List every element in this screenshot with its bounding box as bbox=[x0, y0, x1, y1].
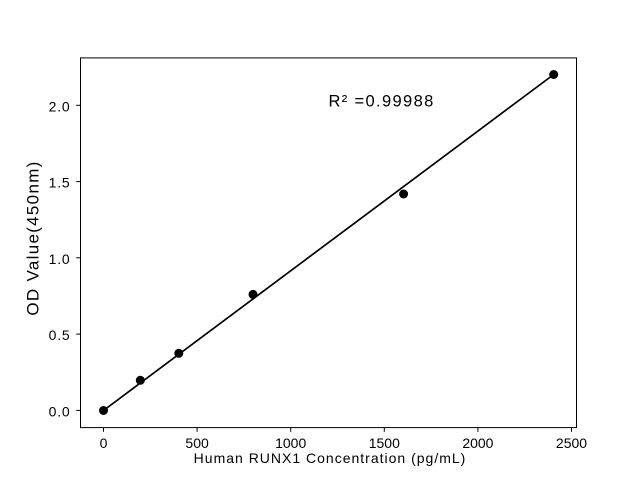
svg-text:1.5: 1.5 bbox=[49, 175, 71, 191]
svg-text:500: 500 bbox=[185, 435, 209, 451]
svg-text:1500: 1500 bbox=[369, 435, 400, 451]
svg-text:Human RUNX1 Concentration (pg/: Human RUNX1 Concentration (pg/mL) bbox=[194, 450, 467, 466]
svg-text:1.0: 1.0 bbox=[49, 251, 71, 267]
svg-text:2000: 2000 bbox=[462, 435, 493, 451]
svg-text:0: 0 bbox=[100, 435, 108, 451]
svg-text:0.5: 0.5 bbox=[49, 327, 71, 343]
svg-text:0.0: 0.0 bbox=[49, 403, 71, 419]
svg-text:2.0: 2.0 bbox=[49, 98, 71, 114]
svg-text:2500: 2500 bbox=[556, 435, 587, 451]
svg-text:R² =0.99988: R² =0.99988 bbox=[329, 92, 435, 110]
svg-text:1000: 1000 bbox=[275, 435, 306, 451]
svg-text:OD Value(450nm): OD Value(450nm) bbox=[24, 160, 43, 315]
